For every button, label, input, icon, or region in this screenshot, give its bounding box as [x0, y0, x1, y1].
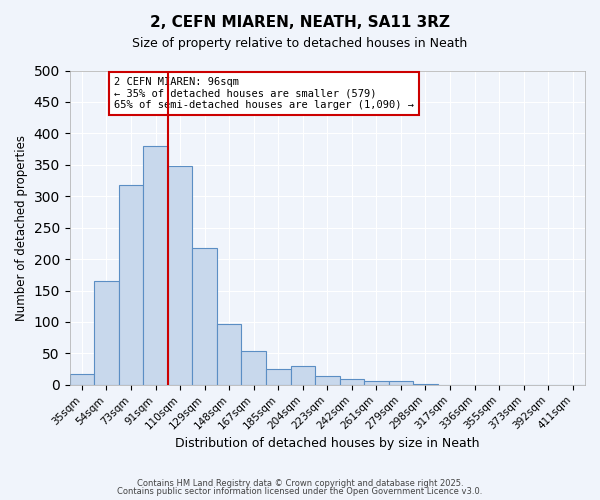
Bar: [266, 369, 290, 385]
Bar: [389, 381, 413, 385]
Bar: [94, 281, 119, 385]
Text: Size of property relative to detached houses in Neath: Size of property relative to detached ho…: [133, 38, 467, 51]
Bar: [241, 351, 266, 385]
Text: Contains public sector information licensed under the Open Government Licence v3: Contains public sector information licen…: [118, 487, 482, 496]
Bar: [364, 381, 389, 385]
Bar: [217, 324, 241, 385]
Bar: [193, 248, 217, 385]
Bar: [315, 376, 340, 385]
Bar: [70, 374, 94, 385]
Text: 2, CEFN MIAREN, NEATH, SA11 3RZ: 2, CEFN MIAREN, NEATH, SA11 3RZ: [150, 15, 450, 30]
Y-axis label: Number of detached properties: Number of detached properties: [15, 134, 28, 320]
X-axis label: Distribution of detached houses by size in Neath: Distribution of detached houses by size …: [175, 437, 479, 450]
Text: Contains HM Land Registry data © Crown copyright and database right 2025.: Contains HM Land Registry data © Crown c…: [137, 478, 463, 488]
Bar: [340, 378, 364, 385]
Bar: [143, 146, 168, 385]
Bar: [119, 185, 143, 385]
Bar: [413, 384, 438, 385]
Bar: [168, 166, 193, 385]
Text: 2 CEFN MIAREN: 96sqm
← 35% of detached houses are smaller (579)
65% of semi-deta: 2 CEFN MIAREN: 96sqm ← 35% of detached h…: [114, 77, 414, 110]
Bar: [290, 366, 315, 385]
